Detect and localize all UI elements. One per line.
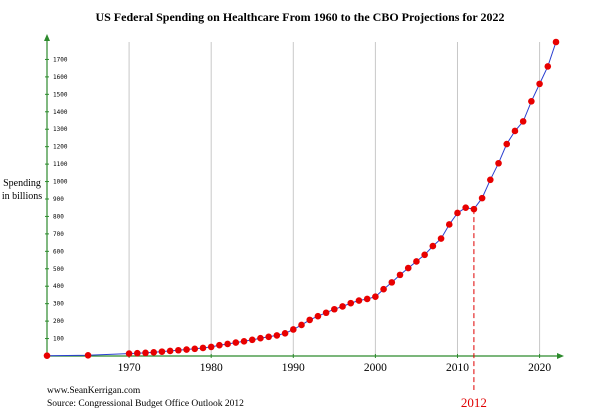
data-point-2022: [552, 38, 560, 46]
data-point-2012: [470, 205, 478, 213]
data-point-2001: [380, 285, 387, 293]
y-tick-label-1500: 1500: [53, 91, 68, 98]
y-tick-label-100: 100: [53, 336, 64, 343]
x-tick-label-1980: 1980: [200, 362, 223, 374]
data-point-1999: [363, 295, 371, 303]
data-point-2019: [528, 98, 535, 105]
data-point-1982: [224, 340, 231, 348]
y-tick-label-300: 300: [53, 301, 64, 308]
data-point-2008: [437, 235, 445, 242]
y-tick-label-1300: 1300: [53, 126, 68, 133]
data-point-1973: [150, 349, 158, 356]
y-tick-label-800: 800: [53, 213, 64, 220]
data-point-1994: [322, 309, 330, 317]
data-point-1971: [134, 349, 141, 357]
grid: [128, 42, 541, 356]
data-point-1997: [347, 299, 355, 307]
data-point-2003: [396, 271, 404, 279]
data-point-1984: [240, 338, 248, 345]
chart-title: US Federal Spending on Healthcare From 1…: [95, 10, 504, 24]
y-tick-label-500: 500: [53, 266, 64, 273]
data-point-1992: [306, 316, 314, 324]
data-point-2007: [429, 242, 437, 250]
x-tick-labels: 1970 1980 1990 2000 2010 2020: [118, 362, 552, 374]
data-point-1980: [207, 343, 215, 351]
y-tick-label-1600: 1600: [53, 74, 68, 81]
data-point-1985: [248, 336, 256, 344]
data-point-1978: [191, 345, 199, 353]
x-tick-label-1970: 1970: [118, 362, 141, 374]
data-point-2017: [511, 127, 519, 135]
x-tick-label-2000: 2000: [364, 362, 387, 374]
y-axis-label-line-2: in billions: [2, 191, 42, 202]
y-tick-label-600: 600: [53, 248, 64, 255]
data-point-2018: [519, 118, 527, 125]
y-tick-label-1700: 1700: [53, 56, 68, 63]
y-axis-arrow: [44, 34, 50, 41]
data-point-1986: [257, 334, 264, 342]
data-point-1991: [298, 321, 305, 329]
data-point-1983: [232, 339, 240, 346]
y-tick-label-1100: 1100: [53, 161, 68, 168]
x-tick-label-1990: 1990: [282, 362, 305, 374]
data-point-2021: [544, 63, 552, 70]
data-point-2016: [503, 140, 511, 148]
data-point-2013: [478, 194, 486, 202]
y-axis-label: Spending in billions: [2, 178, 42, 202]
data-point-2000: [372, 293, 379, 300]
data-point-2005: [413, 258, 420, 265]
highlight-marker: 2012: [461, 209, 487, 410]
y-tick-labels: 100 200 300 400 500 600 700 800 900 1000 1100 1200 1…: [53, 56, 68, 342]
data-point-2009: [445, 221, 453, 228]
x-axis-arrow: [557, 353, 564, 359]
y-tick-label-400: 400: [53, 283, 64, 290]
data-point-2010: [454, 209, 461, 217]
x-tick-label-2020: 2020: [528, 362, 551, 374]
data-point-2014: [487, 176, 494, 184]
y-tick-label-900: 900: [53, 196, 64, 203]
data-point-2002: [388, 279, 396, 286]
data-point-1972: [142, 349, 149, 357]
y-axis-label-line-1: Spending: [3, 178, 41, 189]
data-point-1960: [43, 352, 51, 359]
y-tick-label-1400: 1400: [53, 109, 68, 116]
data-point-1988: [273, 332, 281, 339]
data-point-1987: [265, 333, 272, 341]
data-point-1974: [158, 348, 166, 355]
highlight-label: 2012: [461, 395, 487, 410]
data-point-1996: [339, 303, 346, 310]
data-point-1965: [84, 352, 92, 359]
data-point-1998: [355, 297, 363, 304]
data-point-1977: [183, 346, 190, 353]
data-point-2015: [495, 159, 502, 167]
footer-source: Source: Congressional Budget Office Outl…: [47, 398, 244, 409]
data-point-1976: [175, 346, 182, 354]
data-point-1990: [289, 326, 297, 333]
axes: [44, 34, 564, 359]
data-point-2020: [536, 80, 543, 88]
data-point-1995: [331, 305, 338, 313]
x-tick-label-2010: 2010: [446, 362, 469, 374]
data-series: [43, 38, 560, 359]
data-point-2011: [462, 204, 469, 212]
data-point-2004: [404, 264, 412, 272]
footer-website: www.SeanKerrigan.com: [47, 386, 141, 396]
data-point-1979: [199, 344, 207, 352]
y-tick-label-1200: 1200: [53, 144, 68, 151]
data-point-1989: [281, 330, 289, 337]
data-point-2006: [421, 251, 428, 259]
y-tick-label-1000: 1000: [53, 179, 68, 186]
data-point-1981: [216, 341, 223, 349]
data-point-1975: [166, 347, 174, 355]
data-point-1993: [314, 312, 322, 320]
data-point-1970: [125, 350, 133, 357]
y-tick-label-200: 200: [53, 318, 64, 325]
y-tick-label-700: 700: [53, 231, 64, 238]
